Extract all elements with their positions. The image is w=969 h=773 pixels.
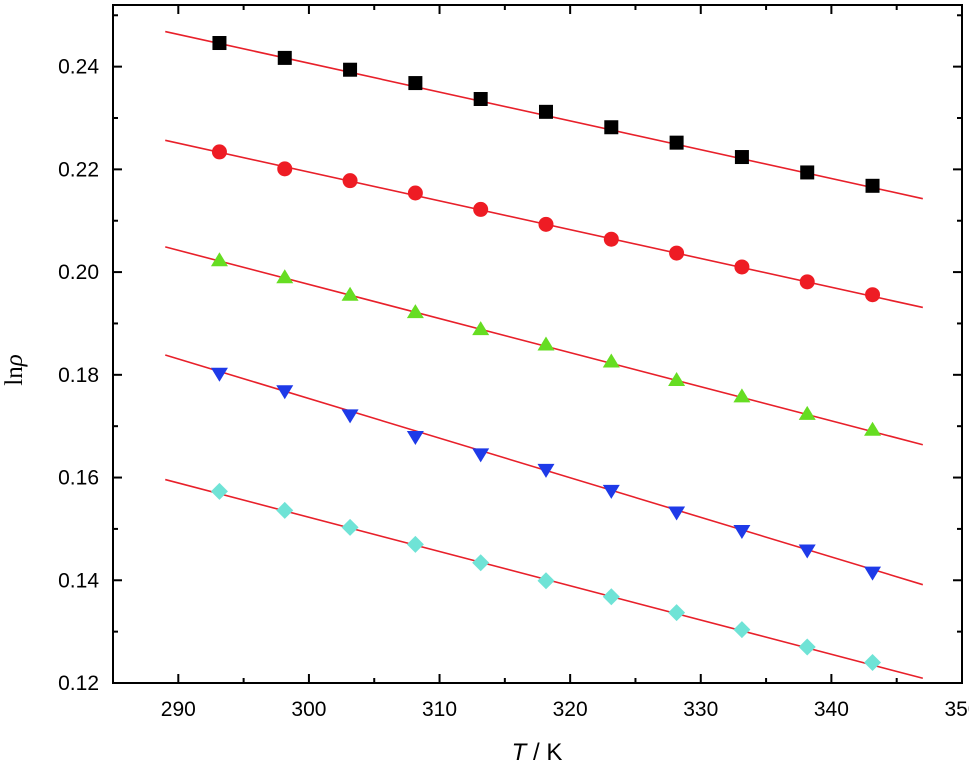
data-point-square	[277, 50, 292, 65]
x-tick-label: 350	[944, 698, 969, 721]
data-point-square	[865, 178, 880, 193]
plot-frame	[112, 4, 963, 684]
data-point-circle	[342, 173, 358, 189]
data-point-triangle-up	[406, 304, 424, 319]
data-point-circle	[473, 201, 489, 217]
data-point-square	[669, 135, 684, 150]
x-tick-label: 330	[683, 698, 718, 721]
y-tick-label: 0.24	[58, 56, 99, 79]
data-point-triangle-down	[276, 385, 294, 400]
data-point-triangle-down	[537, 463, 555, 478]
data-point-square	[734, 150, 749, 165]
data-point-triangle-up	[864, 421, 882, 436]
data-point-diamond	[276, 501, 294, 519]
data-point-circle	[734, 259, 750, 275]
y-tick-label: 0.12	[58, 672, 99, 695]
y-axis-var: ρ	[1, 354, 28, 367]
data-point-triangle-up	[798, 405, 816, 420]
data-point-triangle-down	[341, 409, 359, 424]
data-point-triangle-down	[406, 430, 424, 445]
data-point-triangle-up	[668, 371, 686, 386]
data-point-circle	[211, 144, 227, 160]
data-point-triangle-up	[472, 321, 490, 336]
data-point-square	[604, 120, 619, 135]
data-point-diamond	[668, 604, 686, 622]
data-point-circle	[799, 274, 815, 290]
data-point-square	[343, 62, 358, 77]
data-point-circle	[865, 287, 881, 303]
y-axis-prefix: ln	[1, 366, 28, 386]
y-axis-title: lnρ	[1, 354, 28, 385]
data-point-square	[800, 165, 815, 180]
data-point-circle	[603, 231, 619, 247]
x-tick-label: 320	[553, 698, 588, 721]
data-point-triangle-up	[276, 269, 294, 284]
data-point-triangle-down	[602, 484, 620, 499]
x-tick-label: 300	[291, 698, 326, 721]
data-point-triangle-down	[472, 448, 490, 463]
x-axis-title: T / K	[512, 739, 563, 766]
data-point-triangle-up	[341, 286, 359, 301]
data-point-diamond	[406, 535, 424, 553]
data-point-square	[212, 36, 227, 51]
y-tick-label: 0.14	[58, 569, 99, 592]
x-tick-label: 340	[814, 698, 849, 721]
data-point-diamond	[341, 518, 359, 536]
y-tick-label: 0.20	[58, 261, 99, 284]
data-point-triangle-up	[210, 252, 228, 267]
data-point-triangle-up	[602, 353, 620, 368]
data-point-diamond	[210, 482, 228, 500]
data-point-diamond	[472, 554, 490, 572]
data-point-diamond	[733, 621, 751, 639]
data-point-square	[408, 76, 423, 91]
data-point-diamond	[798, 638, 816, 656]
data-point-triangle-up	[733, 388, 751, 403]
data-point-circle	[538, 216, 554, 232]
data-point-diamond	[537, 572, 555, 590]
y-tick-label: 0.18	[58, 364, 99, 387]
data-point-triangle-down	[668, 506, 686, 521]
data-point-triangle-down	[210, 367, 228, 382]
x-axis-var: T	[512, 739, 529, 766]
x-axis-unit: / K	[526, 739, 562, 766]
data-point-triangle-down	[864, 566, 882, 581]
data-point-circle	[277, 161, 293, 177]
data-point-triangle-down	[798, 544, 816, 559]
y-tick-label: 0.22	[58, 158, 99, 181]
data-point-circle	[669, 245, 685, 261]
data-point-square	[538, 104, 553, 119]
data-point-diamond	[602, 588, 620, 606]
data-point-triangle-down	[733, 524, 751, 539]
y-tick-label: 0.16	[58, 467, 99, 490]
data-point-triangle-up	[537, 336, 555, 351]
x-tick-label: 290	[161, 698, 196, 721]
data-point-square	[473, 91, 488, 106]
data-point-diamond	[864, 653, 882, 671]
data-point-circle	[407, 185, 423, 201]
x-tick-label: 310	[422, 698, 457, 721]
